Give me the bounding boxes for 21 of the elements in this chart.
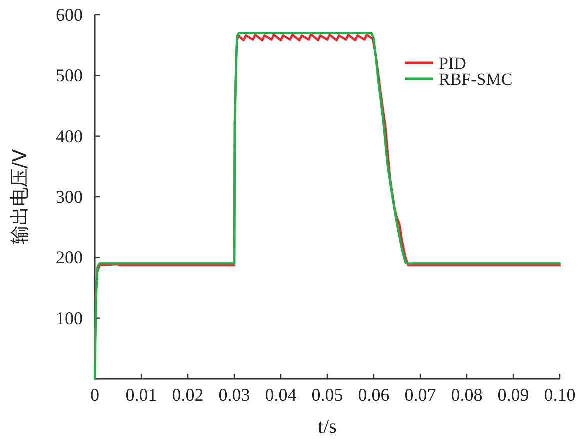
- x-axis-title: t/s: [318, 416, 338, 438]
- y-axis-title: 输出电压/V: [9, 149, 31, 245]
- y-tick-label: 400: [56, 126, 83, 146]
- x-tick-label: 0.09: [498, 385, 530, 405]
- legend-label: PID: [439, 54, 466, 73]
- y-tick-label: 200: [56, 248, 83, 268]
- x-tick-label: 0.08: [451, 385, 483, 405]
- x-tick-label: 0: [90, 385, 100, 405]
- x-tick-label: 0.07: [404, 385, 436, 405]
- y-tick-label: 300: [56, 187, 83, 207]
- y-tick-label: 100: [56, 308, 83, 328]
- x-tick-label: 0.05: [312, 385, 344, 405]
- x-tick-label: 0.02: [172, 385, 204, 405]
- x-tick-label: 0.04: [265, 385, 297, 405]
- x-tick-label: 0.03: [218, 385, 250, 405]
- x-tick-label: 0.10: [544, 385, 576, 405]
- y-tick-label: 600: [56, 5, 83, 25]
- x-tick-label: 0.06: [358, 385, 390, 405]
- legend-label: RBF-SMC: [439, 70, 513, 89]
- y-tick-label: 500: [56, 66, 83, 86]
- x-tick-label: 0.01: [126, 385, 158, 405]
